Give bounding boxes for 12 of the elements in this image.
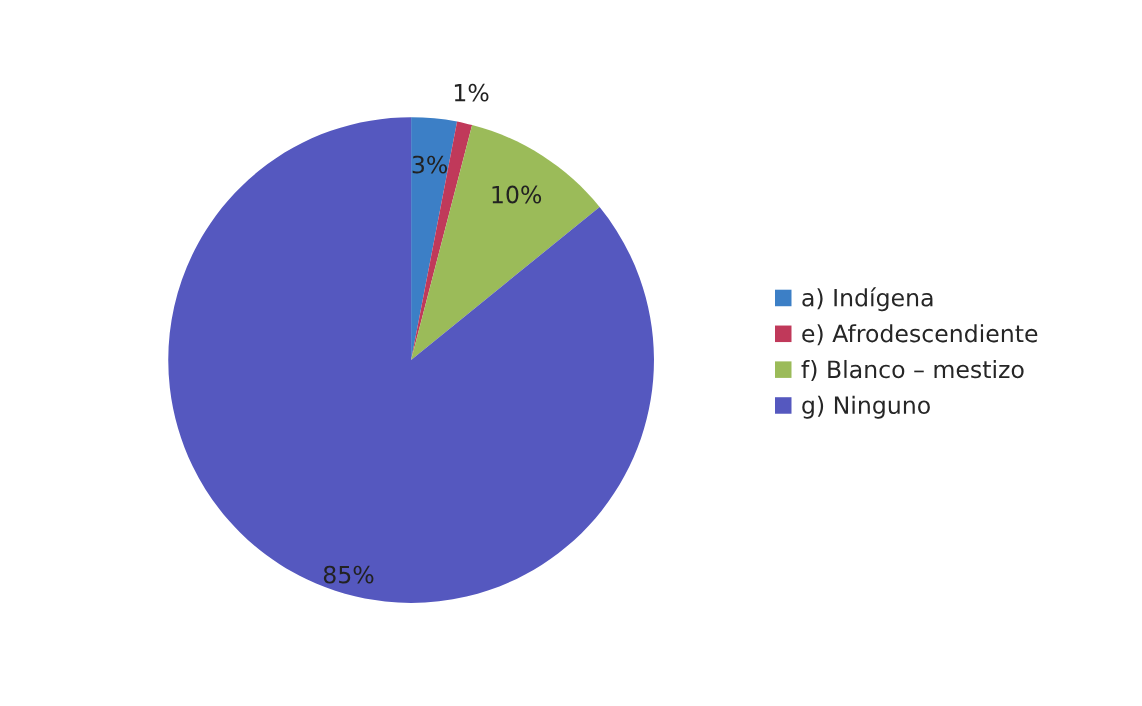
- pie-slice: [168, 117, 654, 603]
- pie-slice: [411, 124, 600, 361]
- legend-label: f) Blanco – mestizo: [801, 359, 1024, 382]
- data-label: 85%: [323, 565, 374, 584]
- legend-label: g) Ninguno: [802, 395, 930, 419]
- data-label: 1%: [454, 83, 489, 102]
- legend-label: a) Indígena: [802, 287, 933, 312]
- pie-slice: [411, 117, 458, 361]
- pie-slice: [411, 121, 473, 361]
- legend-label: e) Afrodescendiente: [802, 324, 1038, 346]
- data-label: 3%: [412, 155, 448, 174]
- data-label: 10%: [492, 185, 542, 204]
